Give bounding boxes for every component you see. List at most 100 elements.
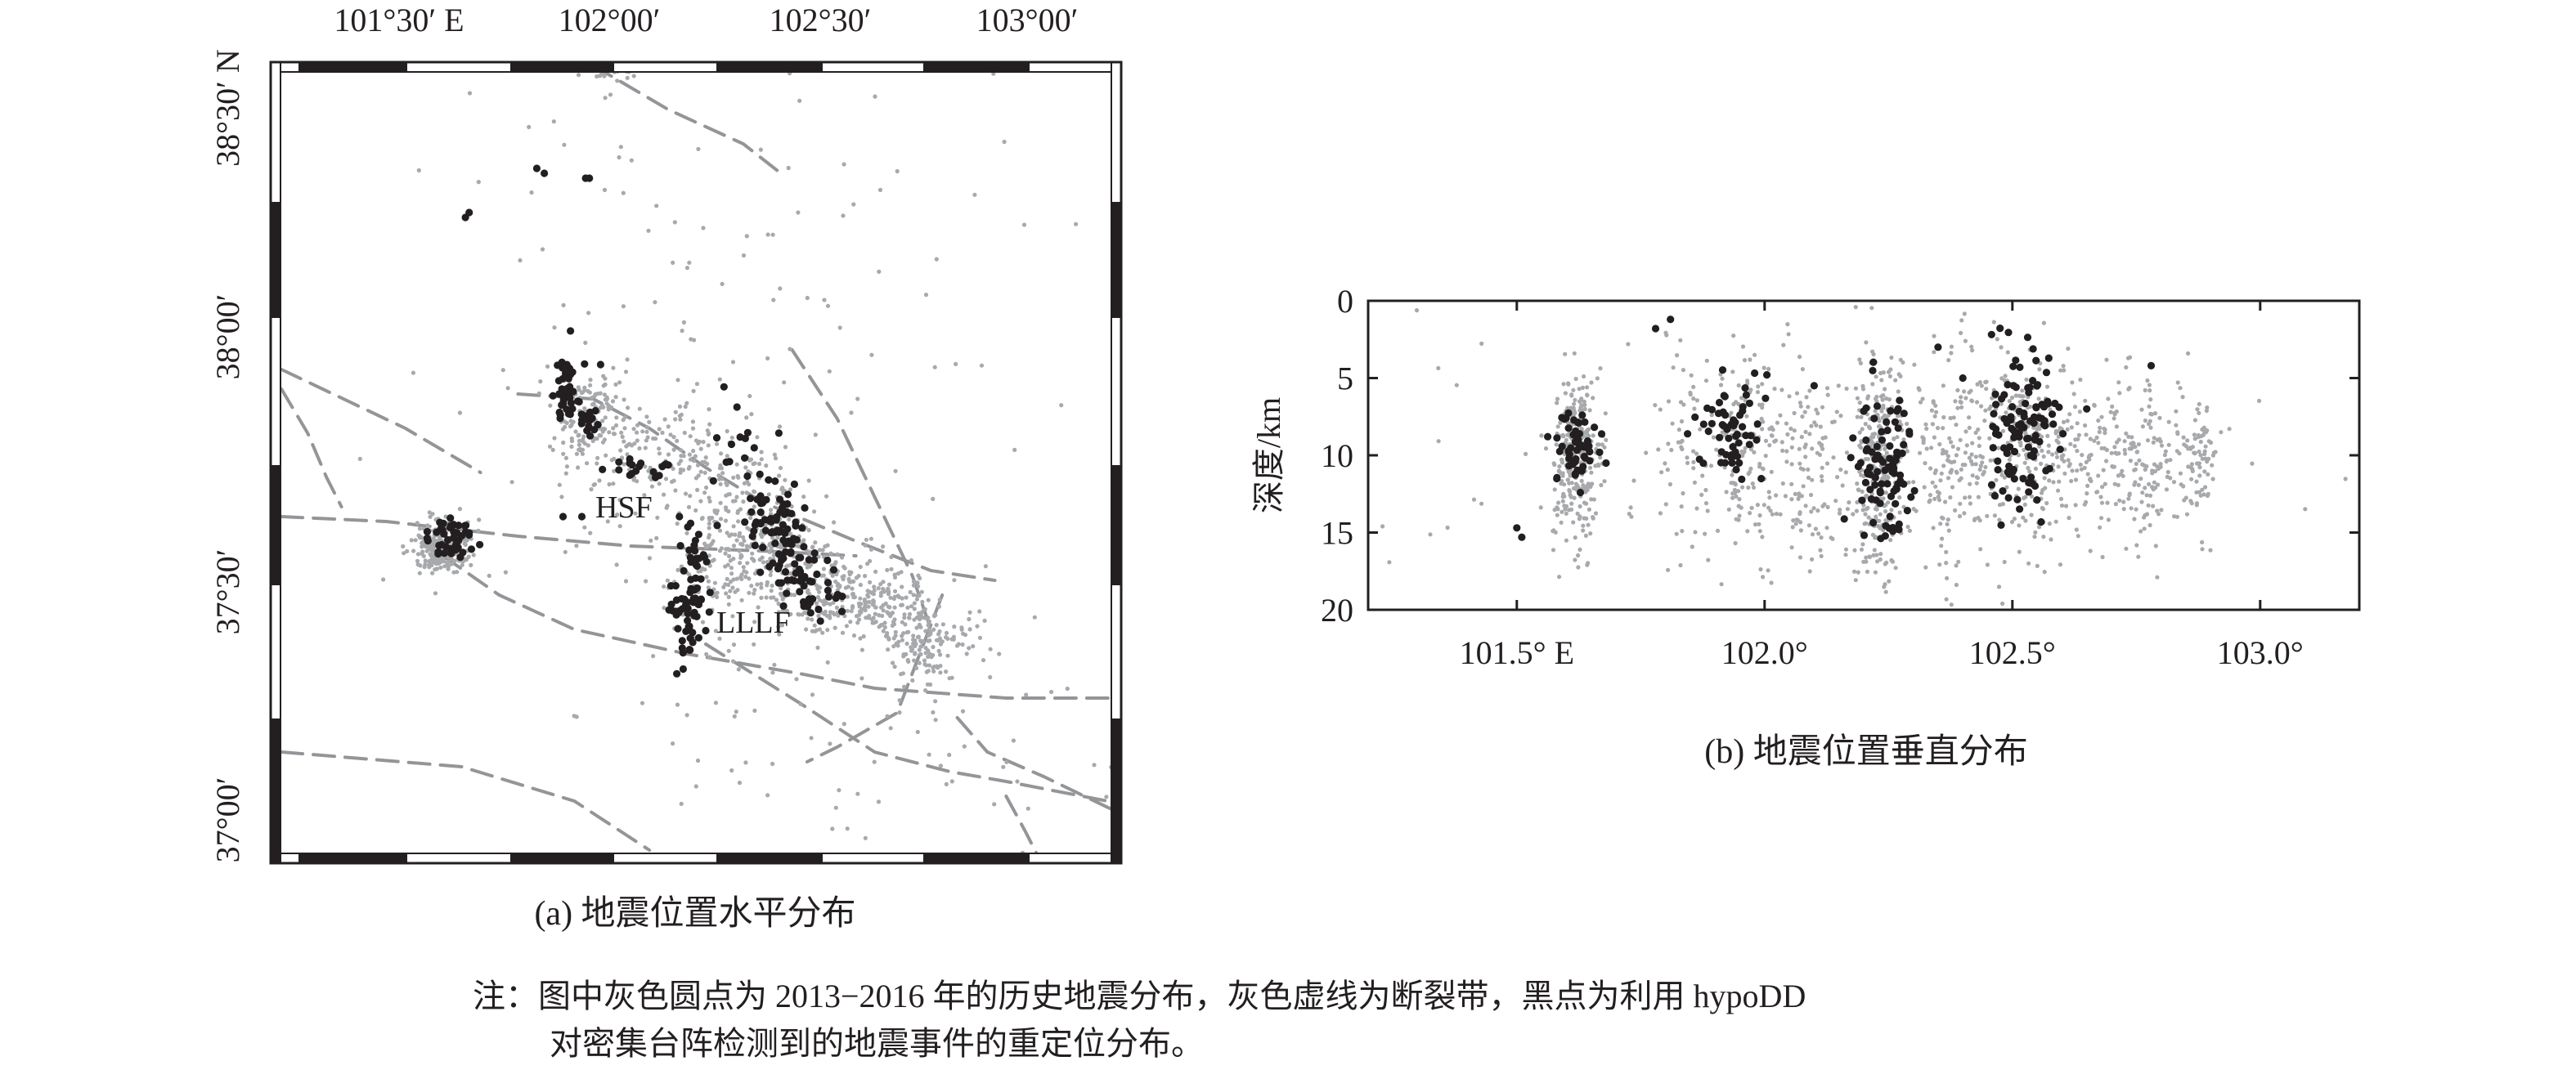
border-segment <box>406 61 512 73</box>
historical-quake-point <box>2144 493 2149 498</box>
historical-quake-point <box>503 570 509 575</box>
historical-quake-point <box>1994 477 1999 482</box>
relocated-quake-point <box>1691 413 1699 421</box>
historical-quake-point <box>1797 354 1802 360</box>
relocated-quake-point <box>447 549 456 557</box>
historical-quake-point <box>2074 527 2079 532</box>
historical-quake-point <box>2109 450 2114 455</box>
relocated-quake-point <box>1728 450 1736 459</box>
historical-quake-point <box>981 658 986 663</box>
historical-quake-point <box>1896 372 1901 377</box>
relocated-quake-point <box>1873 442 1881 451</box>
historical-quake-point <box>831 600 836 605</box>
historical-quake-point <box>1976 495 1981 499</box>
historical-quake-point <box>869 352 874 357</box>
historical-quake-point <box>576 385 581 390</box>
historical-quake-point <box>1945 575 1950 581</box>
relocated-quake-point <box>2013 495 2022 504</box>
relocated-quake-point <box>800 543 808 551</box>
relocated-quake-point <box>1564 447 1573 455</box>
historical-quake-point <box>1941 383 1945 388</box>
relocated-quake-point <box>674 625 682 633</box>
historical-quake-point <box>1479 341 1484 346</box>
historical-quake-point <box>734 495 739 499</box>
historical-quake-point <box>728 589 733 593</box>
historical-quake-point <box>1979 383 1984 388</box>
historical-quake-point <box>852 594 857 600</box>
historical-quake-point <box>683 404 688 410</box>
historical-quake-point <box>788 487 793 492</box>
relocated-quake-point <box>1574 419 1582 428</box>
relocated-quake-point <box>800 582 808 590</box>
historical-quake-point <box>1024 692 1029 697</box>
relocated-quake-point <box>1714 410 1723 418</box>
historical-quake-point <box>2147 493 2153 499</box>
historical-quake-point <box>1898 357 1903 362</box>
historical-quake-point <box>411 370 415 375</box>
historical-quake-point <box>1769 425 1774 430</box>
historical-quake-point <box>2098 525 2103 530</box>
historical-quake-point <box>691 388 696 393</box>
historical-quake-point <box>2022 502 2027 508</box>
historical-quake-point <box>1815 411 1820 416</box>
relocated-quake-point <box>1891 418 1899 426</box>
historical-quake-point <box>742 539 747 544</box>
historical-quake-point <box>2143 418 2147 423</box>
historical-quake-point <box>715 594 720 600</box>
historical-quake-point <box>2029 494 2035 499</box>
historical-quake-point <box>2147 388 2152 393</box>
historical-quake-point <box>2121 499 2126 504</box>
historical-quake-point <box>1962 511 1967 516</box>
relocated-quake-point <box>667 600 675 608</box>
relocated-quake-point <box>675 513 684 521</box>
relocated-quake-point <box>672 596 681 604</box>
historical-quake-point <box>1566 469 1571 474</box>
historical-quake-point <box>655 515 660 520</box>
historical-quake-point <box>1883 446 1887 452</box>
historical-quake-point <box>911 638 916 642</box>
historical-quake-point <box>1571 520 1576 525</box>
historical-quake-point <box>686 504 692 510</box>
historical-quake-point <box>2145 378 2150 383</box>
historical-quake-point <box>2208 548 2213 553</box>
historical-quake-point <box>828 602 832 607</box>
historical-quake-point <box>2103 431 2107 436</box>
historical-quake-point <box>2077 410 2082 414</box>
historical-quake-point <box>2033 530 2038 535</box>
relocated-quake-point <box>1894 424 1902 432</box>
historical-quake-point <box>809 562 814 567</box>
historical-quake-point <box>909 645 913 650</box>
historical-quake-point <box>841 162 846 167</box>
historical-quake-point <box>577 446 583 452</box>
historical-quake-point <box>423 562 428 567</box>
panel-a: HSF LLLF 101°30′ E 102°00′ 102°30′ 103°0… <box>209 2 1123 933</box>
historical-quake-point <box>579 391 585 396</box>
historical-quake-point <box>1997 503 2003 508</box>
historical-quake-point <box>431 545 436 550</box>
historical-quake-point <box>2040 434 2044 439</box>
historical-quake-point <box>771 298 776 302</box>
historical-quake-point <box>622 397 626 402</box>
historical-quake-point <box>830 826 835 831</box>
historical-quake-point <box>2084 499 2089 504</box>
relocated-quake-point <box>1591 423 1599 432</box>
historical-quake-point <box>418 535 424 539</box>
historical-quake-point <box>1012 447 1017 453</box>
historical-quake-point <box>911 579 916 584</box>
historical-quake-point <box>1959 395 1963 400</box>
historical-quake-point <box>688 494 693 499</box>
historical-quake-point <box>1843 553 1848 557</box>
historical-quake-point <box>679 448 684 453</box>
fault-label-hsf: HSF <box>595 490 653 525</box>
historical-quake-point <box>2186 464 2191 469</box>
historical-quake-point <box>612 468 617 473</box>
historical-quake-point <box>977 609 982 614</box>
historical-quake-point <box>892 575 898 580</box>
historical-quake-point <box>2044 384 2050 389</box>
historical-quake-point <box>417 526 422 531</box>
historical-quake-point <box>673 488 678 493</box>
historical-quake-point <box>617 380 622 385</box>
relocated-quake-point <box>1513 524 1521 532</box>
historical-quake-point <box>2067 412 2072 417</box>
historical-quake-point <box>662 417 667 422</box>
